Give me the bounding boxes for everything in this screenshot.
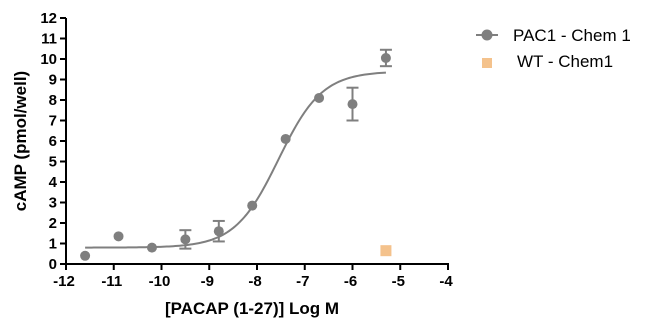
y-tick-label: 10: [40, 51, 57, 68]
y-tick-label: 9: [49, 72, 57, 89]
y-axis-title: cAMP (pmol/well): [11, 71, 30, 211]
data-point-pac1-chem1: [213, 226, 224, 237]
x-tick-label: -9: [201, 273, 214, 290]
legend: PAC1 - Chem 1 WT - Chem1: [476, 26, 631, 71]
data-point-pac1-chem1: [247, 200, 258, 211]
y-tick-label: 4: [49, 174, 58, 191]
x-tick-label: -8: [248, 273, 261, 290]
x-tick-label: -6: [344, 273, 357, 290]
x-tick-label: -5: [392, 273, 405, 290]
error-bars: [179, 48, 392, 250]
legend-item-wt-chem1: WT - Chem1: [482, 52, 613, 71]
x-tick-label: -11: [101, 273, 122, 290]
data-point-pac1-chem1: [347, 99, 358, 110]
data-point-pac1-chem1: [180, 234, 191, 245]
data-point-wt-chem1: [380, 245, 392, 257]
x-tick-label: -10: [149, 273, 171, 290]
y-tick-label: 8: [49, 92, 57, 109]
x-ticks: -12 -11 -10 -9 -8 -7 -6 -5 -4: [53, 264, 453, 290]
data-point-pac1-chem1: [113, 231, 124, 242]
y-tick-label: 12: [40, 10, 57, 27]
x-tick-label: -12: [53, 273, 75, 290]
x-axis-title: [PACAP (1-27)] Log M: [165, 299, 339, 318]
data-point-pac1-chem1: [80, 250, 91, 261]
y-tick-label: 11: [41, 31, 57, 48]
y-tick-label: 2: [49, 215, 57, 232]
y-tick-label: 5: [49, 154, 57, 171]
x-tick-label: -4: [439, 273, 453, 290]
legend-item-pac1-chem1: PAC1 - Chem 1: [476, 26, 631, 45]
legend-marker-pac1-chem1: [481, 29, 493, 41]
data-point-pac1-chem1: [314, 92, 325, 103]
axes: [65, 18, 449, 265]
data-points: [80, 52, 392, 261]
y-tick-label: 6: [49, 133, 57, 150]
data-point-pac1-chem1: [380, 52, 391, 63]
legend-label-pac1-chem1: PAC1 - Chem 1: [513, 26, 631, 45]
x-tick-label: -7: [296, 273, 309, 290]
data-point-pac1-chem1: [280, 133, 291, 144]
y-tick-label: 1: [49, 236, 57, 253]
fit-curve-pac1-chem1: [85, 71, 386, 249]
data-point-pac1-chem1: [146, 242, 157, 253]
legend-label-wt-chem1: WT - Chem1: [517, 52, 613, 71]
y-tick-label: 3: [49, 195, 57, 212]
y-tick-label: 0: [49, 256, 57, 273]
y-tick-label: 7: [49, 113, 57, 130]
legend-marker-wt-chem1: [482, 58, 492, 68]
